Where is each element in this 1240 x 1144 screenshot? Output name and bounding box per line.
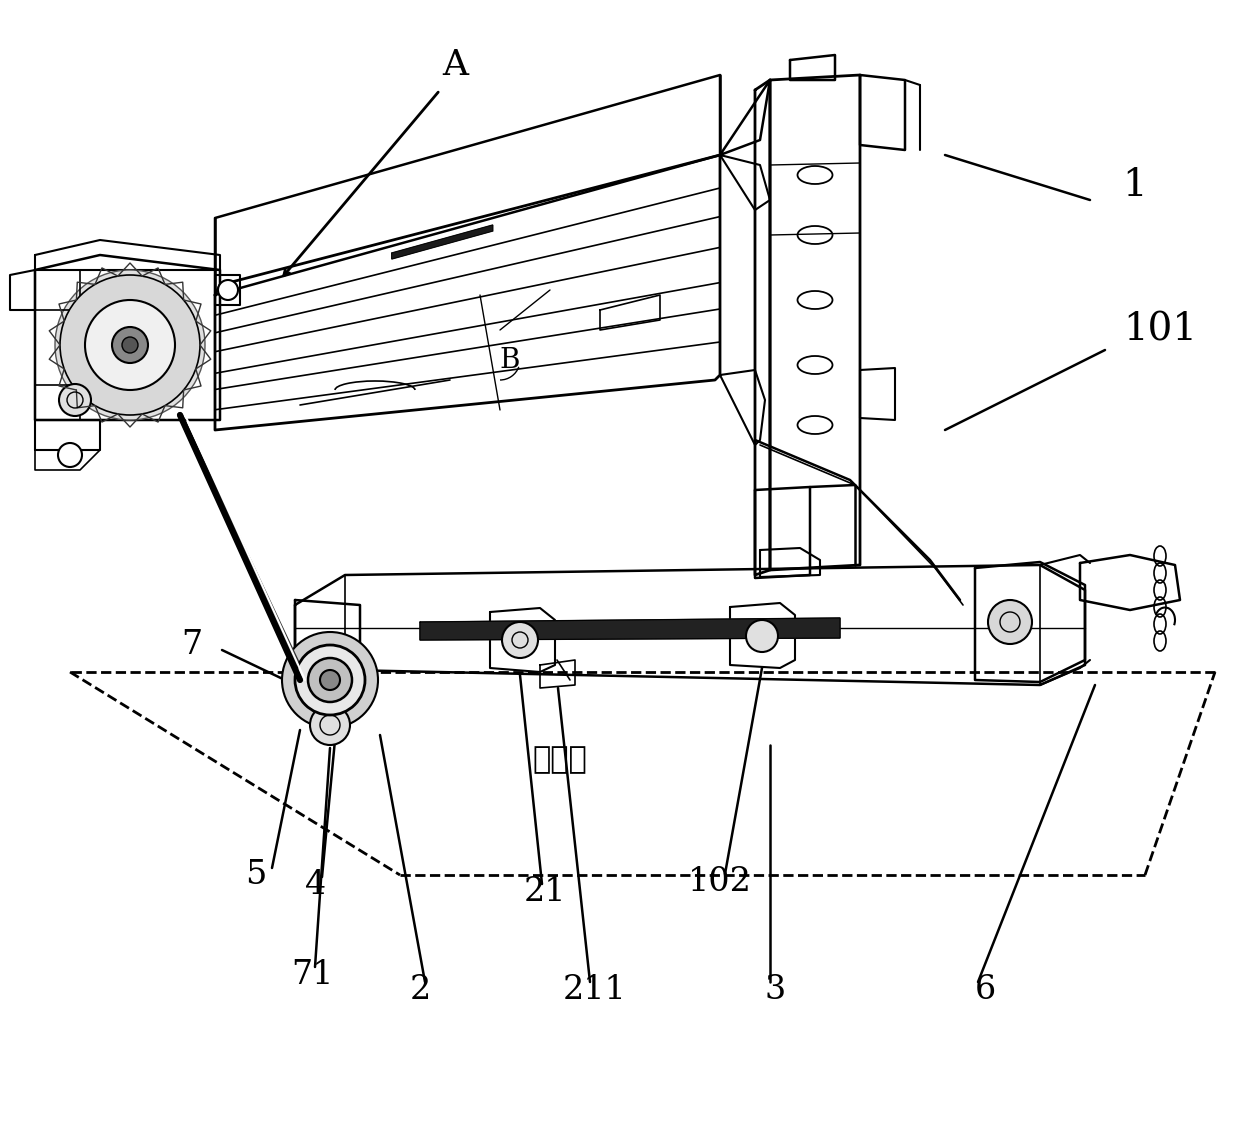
Circle shape [310, 705, 350, 745]
Text: 水平面: 水平面 [533, 745, 588, 776]
Polygon shape [420, 618, 839, 639]
Circle shape [295, 645, 365, 715]
Text: 6: 6 [975, 974, 996, 1006]
Circle shape [308, 658, 352, 702]
Text: 211: 211 [563, 974, 627, 1006]
Text: 4: 4 [305, 869, 326, 901]
Circle shape [60, 384, 91, 416]
Polygon shape [392, 225, 492, 259]
Circle shape [112, 327, 148, 363]
Circle shape [60, 275, 200, 415]
Circle shape [58, 443, 82, 467]
Text: 1: 1 [1122, 167, 1147, 204]
Text: 2: 2 [409, 974, 430, 1006]
Text: B: B [500, 347, 521, 373]
Text: 5: 5 [246, 859, 267, 891]
Circle shape [320, 670, 340, 690]
Text: 71: 71 [291, 959, 334, 991]
Text: 101: 101 [1123, 311, 1197, 349]
Text: 102: 102 [688, 866, 751, 898]
Text: 3: 3 [764, 974, 786, 1006]
Text: 7: 7 [181, 629, 202, 661]
Circle shape [218, 280, 238, 300]
Circle shape [746, 620, 777, 652]
Circle shape [86, 300, 175, 390]
Text: A: A [441, 48, 467, 82]
Text: 21: 21 [523, 876, 567, 908]
Circle shape [55, 270, 205, 420]
Circle shape [281, 631, 378, 728]
Circle shape [988, 599, 1032, 644]
Circle shape [122, 337, 138, 353]
Circle shape [502, 622, 538, 658]
